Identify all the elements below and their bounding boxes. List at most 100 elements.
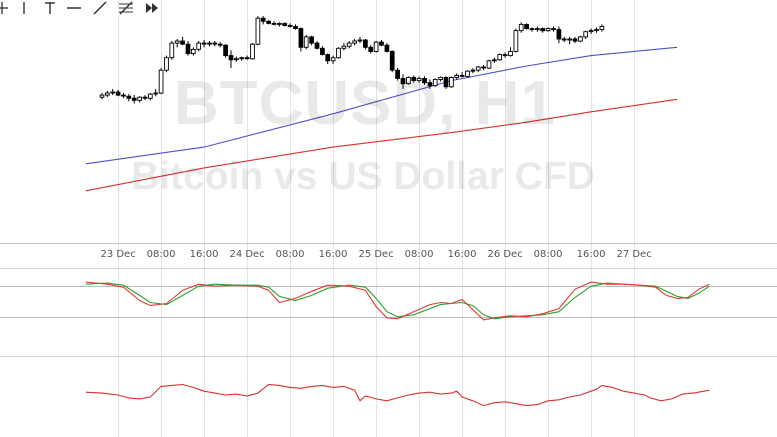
candle-body-down bbox=[244, 57, 250, 60]
candle-body-up bbox=[432, 79, 438, 87]
candlestick bbox=[169, 41, 175, 60]
candlestick bbox=[475, 66, 481, 73]
x-tick-label: 08:00 bbox=[405, 249, 434, 260]
candlestick bbox=[470, 68, 476, 74]
candle-body-up bbox=[137, 96, 142, 101]
candlestick bbox=[137, 96, 142, 103]
crosshair-icon[interactable] bbox=[0, 0, 12, 15]
candlestick bbox=[422, 76, 427, 85]
candle-body-down bbox=[459, 74, 465, 77]
candlestick bbox=[303, 34, 309, 50]
fast-forward-icon[interactable] bbox=[142, 0, 162, 15]
candle-body-up bbox=[190, 48, 196, 55]
trend-line-icon[interactable] bbox=[90, 0, 110, 15]
candlestick bbox=[406, 76, 411, 85]
candle-body-down bbox=[400, 78, 406, 85]
candle-body-up bbox=[110, 91, 116, 94]
candle-body-down bbox=[561, 38, 567, 41]
candle-body-up bbox=[373, 41, 379, 52]
candlestick bbox=[438, 76, 443, 82]
candlestick bbox=[352, 39, 357, 46]
candlestick bbox=[459, 72, 465, 78]
candlestick bbox=[545, 27, 551, 32]
candle-body-down bbox=[282, 22, 288, 26]
candle-body-up bbox=[233, 58, 239, 61]
candlestick bbox=[287, 23, 293, 28]
candlestick bbox=[599, 24, 605, 32]
candlestick bbox=[207, 41, 212, 47]
candlestick bbox=[400, 74, 406, 89]
x-tick-label: 08:00 bbox=[534, 249, 563, 260]
candlestick bbox=[449, 76, 454, 88]
candlestick bbox=[373, 41, 379, 53]
sma-slow-line bbox=[85, 98, 678, 192]
x-tick-label: 16:00 bbox=[319, 249, 348, 260]
candle-body-down bbox=[126, 95, 132, 99]
candle-body-up bbox=[147, 93, 153, 99]
candle-body-down bbox=[556, 29, 562, 40]
candle-body-down bbox=[524, 23, 529, 30]
candle-body-up bbox=[535, 28, 540, 31]
candlestick bbox=[578, 35, 583, 43]
candle-body-down bbox=[427, 82, 433, 87]
candle-body-down bbox=[389, 50, 395, 71]
candlestick bbox=[174, 39, 180, 48]
candlestick bbox=[255, 16, 261, 46]
candlestick bbox=[217, 42, 223, 48]
candle-body-down bbox=[502, 54, 508, 57]
candle-body-up bbox=[497, 54, 503, 61]
candle-body-up bbox=[104, 92, 110, 96]
candle-body-up bbox=[169, 42, 175, 59]
candlestick bbox=[239, 56, 245, 61]
candle-body-up bbox=[158, 69, 164, 94]
vertical-line-icon[interactable] bbox=[14, 0, 34, 15]
candlestick bbox=[411, 75, 417, 83]
candlestick bbox=[454, 73, 460, 80]
candlestick bbox=[99, 93, 105, 100]
candlestick bbox=[212, 41, 218, 47]
stochastic-k-line bbox=[85, 281, 710, 321]
candlestick bbox=[465, 70, 470, 78]
candle-body-down bbox=[551, 28, 556, 31]
horizontal-line-icon[interactable] bbox=[40, 0, 60, 15]
fibonacci-icon[interactable] bbox=[116, 0, 136, 15]
candlestick bbox=[201, 40, 207, 48]
candlestick bbox=[266, 20, 271, 25]
stochastic-d-line bbox=[85, 282, 710, 320]
candle-body-up bbox=[588, 30, 594, 33]
candlestick bbox=[529, 27, 535, 32]
candlestick bbox=[260, 16, 266, 25]
candle-body-down bbox=[217, 43, 223, 46]
candle-body-down bbox=[529, 28, 535, 31]
candlestick bbox=[153, 88, 159, 97]
candlestick bbox=[572, 36, 578, 44]
candlestick bbox=[540, 27, 546, 33]
candle-body-up bbox=[465, 70, 470, 77]
candle-body-down bbox=[142, 96, 148, 99]
candle-body-down bbox=[309, 36, 314, 44]
candle-body-down bbox=[287, 24, 293, 27]
candlestick bbox=[277, 22, 282, 27]
candlestick bbox=[164, 55, 169, 73]
candle-body-down bbox=[212, 42, 218, 45]
candlestick bbox=[594, 27, 599, 33]
x-tick-label: 08:00 bbox=[147, 249, 176, 260]
candlestick bbox=[432, 78, 438, 87]
candle-body-down bbox=[131, 97, 137, 101]
candle-body-up bbox=[196, 42, 202, 50]
candlestick bbox=[271, 21, 277, 26]
candle-body-up bbox=[578, 36, 583, 42]
candlestick bbox=[325, 53, 331, 64]
candle-body-up bbox=[518, 23, 524, 32]
candle-body-down bbox=[320, 47, 325, 55]
candle-body-up bbox=[357, 39, 363, 42]
candle-body-up bbox=[352, 40, 357, 44]
x-tick-label: 08:00 bbox=[276, 249, 305, 260]
candle-body-down bbox=[368, 46, 374, 52]
candlestick bbox=[583, 30, 589, 39]
horizontal-line-icon[interactable] bbox=[64, 0, 84, 15]
x-tick-label: 16:00 bbox=[577, 249, 606, 260]
candlestick bbox=[223, 44, 228, 58]
candlestick bbox=[368, 45, 374, 54]
